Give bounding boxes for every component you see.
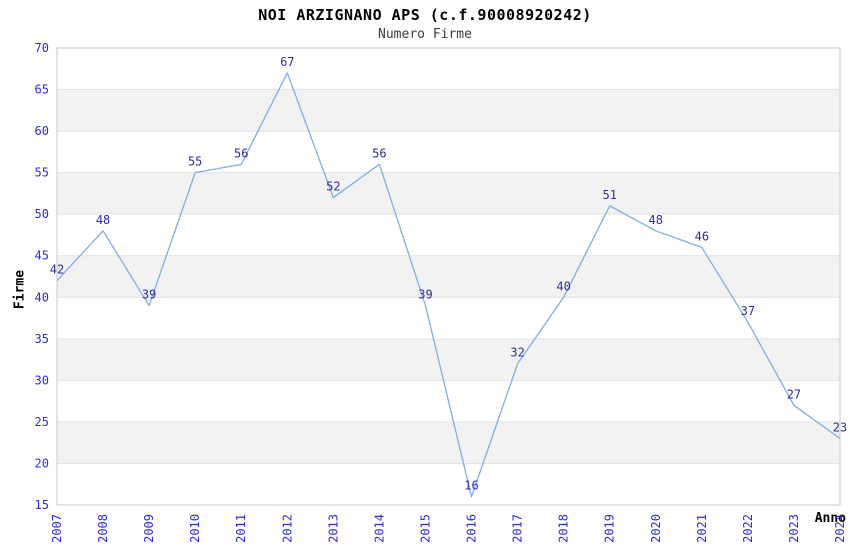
- plot-band: [57, 89, 840, 132]
- point-label: 55: [188, 155, 202, 169]
- y-tick-label: 45: [35, 249, 49, 263]
- y-tick-label: 35: [35, 332, 49, 346]
- point-label: 32: [510, 346, 524, 360]
- x-tick-label: 2007: [50, 514, 64, 543]
- y-tick-label: 50: [35, 207, 49, 221]
- point-label: 51: [602, 188, 616, 202]
- series-line: [56, 72, 841, 498]
- point-label: 16: [464, 479, 478, 493]
- x-tick-label: 2011: [234, 514, 248, 543]
- y-tick-label: 20: [35, 456, 49, 470]
- point-label: 37: [741, 304, 755, 318]
- x-tick-label: 2012: [280, 514, 294, 543]
- point-label: 23: [833, 421, 847, 435]
- chart-subtitle: Numero Firme: [378, 27, 472, 42]
- x-tick-label: 2010: [188, 514, 202, 543]
- x-tick-label: 2019: [603, 514, 617, 543]
- point-label: 56: [372, 146, 386, 160]
- y-tick-label: 25: [35, 415, 49, 429]
- x-tick-label: 2013: [326, 514, 340, 543]
- y-tick-label: 70: [35, 41, 49, 55]
- y-tick-label: 65: [35, 83, 49, 97]
- point-label: 46: [695, 229, 709, 243]
- point-label: 48: [96, 213, 110, 227]
- y-tick-label: 30: [35, 373, 49, 387]
- point-label: 56: [234, 146, 248, 160]
- x-tick-label: 2020: [649, 514, 663, 543]
- x-tick-label: 2009: [142, 514, 156, 543]
- x-tick-label: 2022: [741, 514, 755, 543]
- x-tick-label: 2016: [465, 514, 479, 543]
- x-tick-label: 2023: [787, 514, 801, 543]
- x-axis-title: Anno: [814, 511, 846, 526]
- x-tick-label: 2021: [695, 514, 709, 543]
- x-tick-label: 2008: [96, 514, 110, 543]
- plot-band: [57, 172, 840, 215]
- point-label: 42: [50, 263, 64, 277]
- point-label: 52: [326, 180, 340, 194]
- point-label: 39: [418, 288, 432, 302]
- y-tick-label: 55: [35, 166, 49, 180]
- y-tick-label: 60: [35, 124, 49, 138]
- y-tick-label: 40: [35, 290, 49, 304]
- x-tick-label: 2015: [418, 514, 432, 543]
- x-tick-label: 2014: [372, 514, 386, 543]
- x-tick-label: 2024: [833, 514, 847, 543]
- point-label: 39: [142, 288, 156, 302]
- point-label: 48: [649, 213, 663, 227]
- x-tick-label: 2017: [511, 514, 525, 543]
- plot-band: [57, 255, 840, 298]
- plot-border: [56, 47, 841, 506]
- point-label: 27: [787, 387, 801, 401]
- x-tick-label: 2018: [557, 514, 571, 543]
- plot-band: [57, 338, 840, 381]
- point-label: 67: [280, 55, 294, 69]
- y-tick-label: 15: [35, 498, 49, 512]
- plot-band: [57, 421, 840, 464]
- chart-title: NOI ARZIGNANO APS (c.f.90008920242): [258, 6, 592, 24]
- point-label: 40: [556, 279, 570, 293]
